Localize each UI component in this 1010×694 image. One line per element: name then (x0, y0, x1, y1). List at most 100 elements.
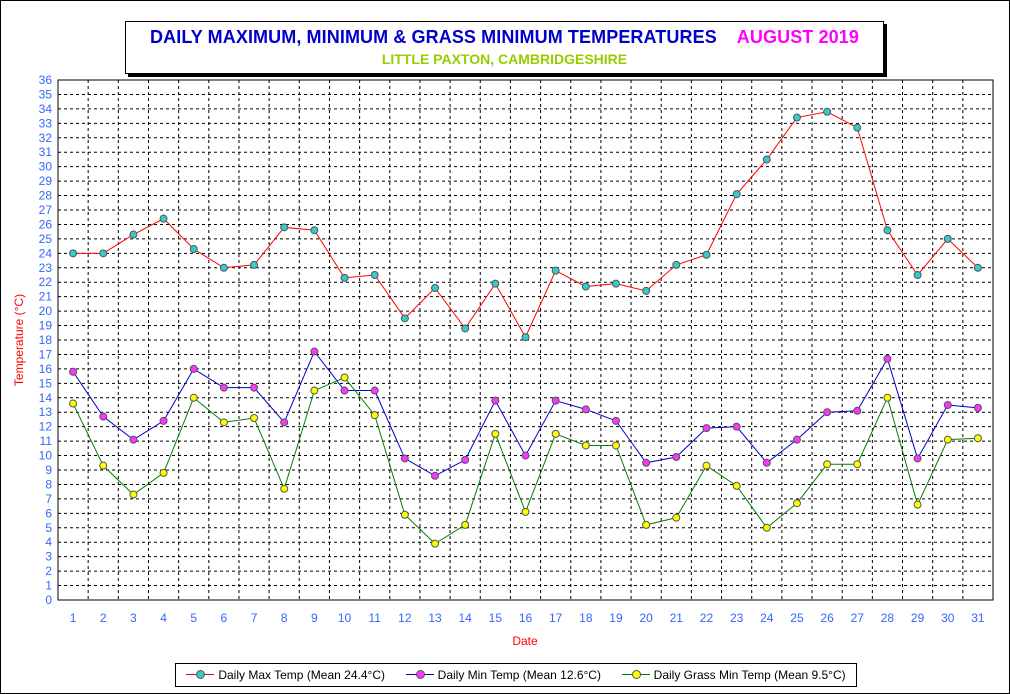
data-point-min (611, 416, 620, 425)
data-point-max (310, 226, 319, 235)
legend-label-max: Daily Max Temp (Mean 24.4°C) (218, 668, 385, 682)
x-tick-label: 26 (820, 611, 834, 625)
y-tick-label: 17 (39, 347, 53, 361)
data-point-min (250, 383, 259, 392)
x-tick-label: 23 (730, 611, 744, 625)
data-point-min (69, 367, 78, 376)
data-point-grass (340, 373, 349, 382)
data-point-grass (883, 393, 892, 402)
data-point-min (823, 408, 832, 417)
data-point-min (99, 412, 108, 421)
x-tick-label: 10 (338, 611, 352, 625)
y-tick-label: 31 (39, 145, 53, 159)
data-point-grass (491, 429, 500, 438)
x-tick-label: 14 (458, 611, 472, 625)
data-point-min (551, 396, 560, 405)
data-point-min (642, 458, 651, 467)
data-point-max (792, 113, 801, 122)
legend-item-min: Daily Min Temp (Mean 12.6°C) (405, 668, 601, 682)
y-tick-label: 16 (39, 362, 53, 376)
y-tick-label: 2 (45, 564, 52, 578)
data-point-grass (702, 461, 711, 470)
x-tick-label: 19 (609, 611, 623, 625)
data-point-grass (973, 434, 982, 443)
data-point-min (883, 354, 892, 363)
data-point-min (581, 405, 590, 414)
legend-swatch-min (405, 670, 434, 680)
data-point-grass (642, 520, 651, 529)
y-tick-label: 6 (45, 506, 52, 520)
data-point-max (943, 234, 952, 243)
data-point-max (159, 214, 168, 223)
x-tick-label: 13 (428, 611, 442, 625)
y-tick-label: 14 (39, 391, 53, 405)
x-tick-label: 18 (579, 611, 593, 625)
x-tick-label: 28 (881, 611, 895, 625)
y-tick-label: 33 (39, 116, 53, 130)
data-point-max (431, 284, 440, 292)
data-point-min (219, 383, 228, 392)
x-tick-label: 9 (311, 611, 318, 625)
data-point-grass (792, 499, 801, 508)
data-point-grass (672, 513, 681, 522)
y-tick-label: 22 (39, 275, 53, 289)
x-tick-label: 15 (489, 611, 503, 625)
data-point-grass (521, 507, 530, 516)
data-point-grass (250, 414, 259, 422)
y-tick-label: 5 (45, 521, 52, 535)
y-tick-label: 32 (39, 131, 53, 145)
data-point-grass (431, 539, 440, 548)
data-point-grass (129, 490, 138, 499)
data-point-min (340, 386, 349, 395)
x-tick-label: 29 (911, 611, 925, 625)
x-tick-label: 17 (549, 611, 563, 625)
data-point-max (129, 230, 138, 239)
data-point-min (461, 455, 470, 464)
x-tick-label: 22 (700, 611, 714, 625)
x-tick-label: 31 (971, 611, 985, 625)
y-tick-label: 1 (45, 579, 52, 593)
data-point-max (883, 226, 892, 235)
legend-item-grass: Daily Grass Min Temp (Mean 9.5°C) (621, 668, 846, 682)
y-tick-label: 15 (39, 376, 53, 390)
data-point-grass (219, 418, 228, 427)
y-tick-label: 25 (39, 232, 53, 246)
y-tick-label: 23 (39, 261, 53, 275)
data-point-grass (913, 500, 922, 509)
y-tick-label: 4 (45, 535, 52, 549)
y-tick-label: 30 (39, 160, 53, 174)
x-tick-label: 30 (941, 611, 955, 625)
data-point-max (340, 273, 349, 282)
data-point-grass (159, 468, 168, 477)
y-tick-label: 11 (40, 434, 53, 448)
data-point-max (250, 260, 259, 269)
y-tick-label: 12 (39, 420, 53, 434)
x-tick-label: 2 (100, 611, 107, 625)
data-point-min (762, 458, 771, 467)
x-tick-label: 4 (160, 611, 167, 625)
data-point-min (672, 453, 681, 461)
data-point-grass (762, 523, 771, 532)
y-tick-label: 7 (45, 492, 52, 506)
y-tick-label: 3 (45, 550, 52, 564)
data-point-max (611, 279, 620, 288)
data-point-min (702, 424, 711, 433)
data-point-grass (611, 441, 620, 450)
data-point-max (99, 249, 108, 258)
data-point-max (69, 249, 78, 258)
y-tick-label: 35 (39, 87, 53, 101)
x-tick-label: 8 (281, 611, 288, 625)
data-point-max (823, 107, 832, 116)
x-tick-label: 1 (70, 611, 77, 625)
y-tick-label: 26 (39, 217, 53, 231)
y-tick-label: 18 (39, 333, 53, 347)
legend-swatch-grass (621, 670, 650, 680)
data-point-min (792, 435, 801, 444)
data-point-grass (370, 411, 379, 420)
x-tick-label: 5 (190, 611, 197, 625)
y-tick-label: 21 (39, 290, 53, 304)
data-point-grass (310, 386, 319, 395)
data-point-max (702, 250, 711, 259)
x-tick-label: 16 (519, 611, 533, 625)
